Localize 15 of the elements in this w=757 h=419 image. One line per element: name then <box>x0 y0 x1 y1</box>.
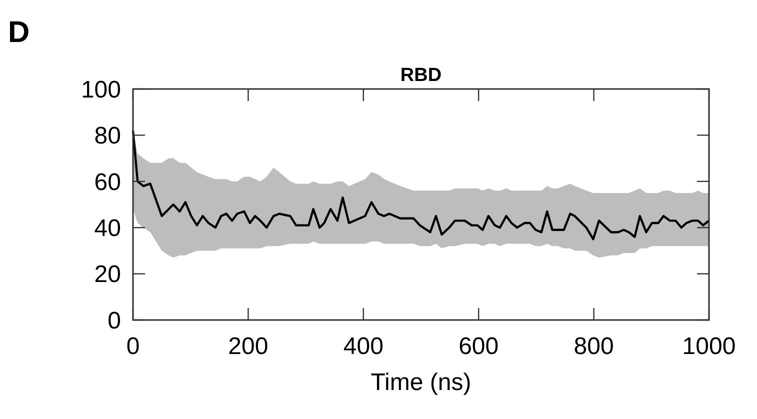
y-tick-label: 80 <box>94 122 121 150</box>
x-axis-title: Time (ns) <box>370 369 472 396</box>
y-tick-label: 60 <box>94 168 121 196</box>
x-tick-label: 400 <box>343 333 384 360</box>
y-tick-label: 20 <box>94 261 121 288</box>
x-tick-label: 200 <box>228 333 268 360</box>
x-tick-label: 600 <box>458 333 499 360</box>
chart-title: RBD <box>400 65 442 86</box>
text: D <box>8 16 30 49</box>
x-tick-label: 0 <box>126 333 140 360</box>
y-tick-label: 40 <box>94 215 121 242</box>
x-tick-label: 1000 <box>682 333 736 360</box>
x-tick-label: 800 <box>574 333 614 360</box>
y-tick-label: 0 <box>108 307 121 334</box>
y-tick-label: 100 <box>80 76 121 104</box>
